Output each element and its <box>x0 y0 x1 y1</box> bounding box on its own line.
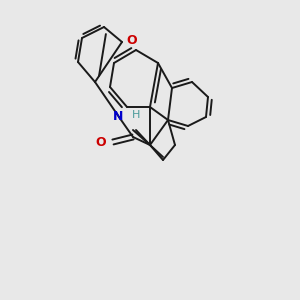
Text: O: O <box>95 136 106 149</box>
Text: N: N <box>113 110 123 124</box>
Text: O: O <box>126 34 136 46</box>
Text: H: H <box>132 110 140 120</box>
